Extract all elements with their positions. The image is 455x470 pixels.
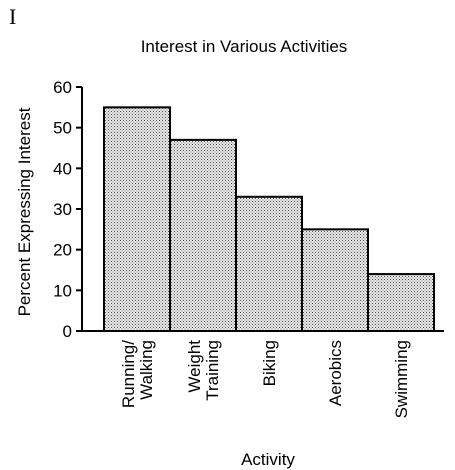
bar-2 <box>235 195 303 332</box>
y-tick-label-30: 30 <box>53 200 72 219</box>
panel-label: I <box>9 4 17 29</box>
y-tick-label-60: 60 <box>53 78 72 97</box>
y-tick-label-20: 20 <box>53 241 72 260</box>
x-tick-label-4-0: Swimming <box>392 340 411 418</box>
y-tick-label-50: 50 <box>53 119 72 138</box>
bar-0 <box>103 106 171 333</box>
y-axis-label: Percent Expressing Interest <box>15 107 34 316</box>
x-tick-label-2-0: Biking <box>260 340 279 386</box>
bar-4 <box>367 273 435 333</box>
y-tick-label-40: 40 <box>53 159 72 178</box>
x-tick-label-0-1: Walking <box>137 340 156 400</box>
bar-1 <box>169 138 237 332</box>
plot-area: 0 10 20 30 40 50 60 Running/Walking Weight Traini… <box>53 78 444 418</box>
bar-3 <box>301 228 369 332</box>
x-tick-label-1-1: Training <box>203 340 222 401</box>
x-tick-label-3-0: Aerobics <box>326 340 345 406</box>
y-tick-label-10: 10 <box>53 281 72 300</box>
x-tick-label-0-0: Running/ <box>119 340 138 408</box>
y-tick-label-0: 0 <box>63 322 72 341</box>
chart-title: Interest in Various Activities <box>141 37 348 56</box>
x-tick-label-1-0: Weight <box>185 340 204 393</box>
x-axis-label: Activity <box>241 450 295 469</box>
